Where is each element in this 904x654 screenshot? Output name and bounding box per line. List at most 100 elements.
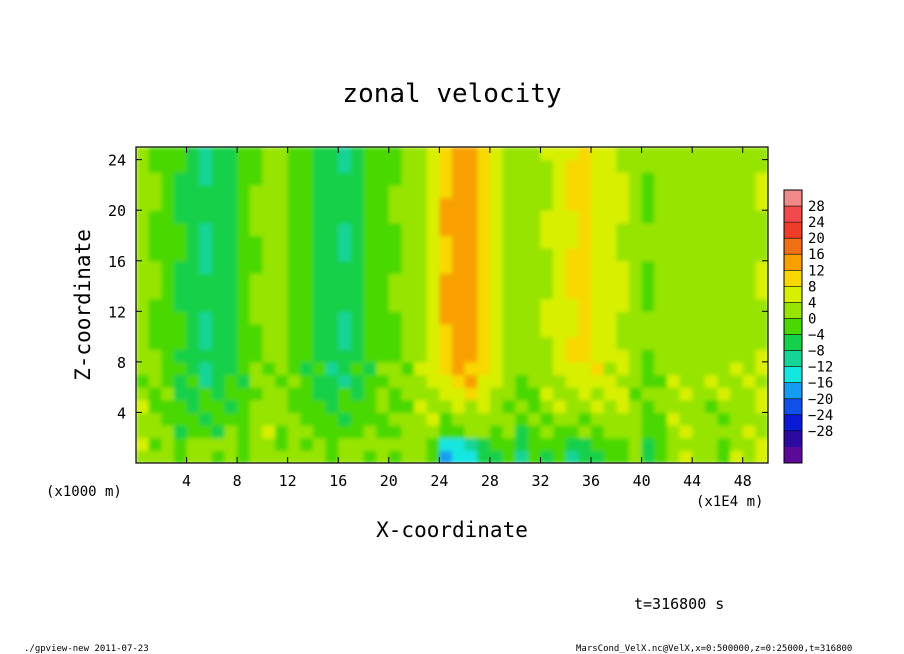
field-cell [173, 374, 188, 388]
field-cell [477, 147, 491, 161]
field-cell [527, 235, 542, 249]
field-cell [654, 437, 668, 451]
field-cell [553, 197, 567, 211]
field-cell [464, 387, 478, 401]
field-cell [401, 210, 415, 224]
field-cell [414, 349, 428, 363]
field-cell [136, 323, 150, 338]
field-cell [452, 336, 466, 350]
field-cell [603, 336, 617, 350]
field-cell [717, 222, 731, 237]
field-cell [376, 450, 390, 463]
field-cell [540, 412, 554, 426]
field-cell [717, 311, 731, 325]
field-cell [742, 311, 756, 325]
field-cell [237, 298, 251, 312]
field-cell [275, 323, 289, 338]
field-cell [654, 349, 668, 363]
field-cell [136, 412, 150, 426]
field-cell [692, 159, 706, 173]
field-cell [666, 349, 681, 363]
field-cell [742, 172, 756, 186]
field-cell [616, 210, 630, 224]
field-cell [628, 412, 643, 426]
field-cell [452, 260, 466, 274]
field-cell [489, 349, 504, 363]
field-cell [489, 248, 504, 262]
field-cell [591, 412, 605, 426]
field-cell [161, 235, 175, 249]
field-cell [704, 159, 719, 173]
field-cell [262, 412, 276, 426]
field-cell [641, 374, 655, 388]
colorbar-swatch [784, 446, 802, 464]
field-cell [730, 425, 744, 439]
field-cell [287, 361, 301, 376]
field-cell [376, 298, 390, 312]
field-cell [312, 273, 327, 287]
field-cell [338, 248, 352, 262]
field-cell [527, 197, 542, 211]
field-cell [161, 273, 175, 287]
field-cell [654, 336, 668, 350]
colorbar-label: −20 [808, 392, 833, 408]
field-cell [502, 248, 516, 262]
field-cell [161, 374, 175, 388]
field-cell [262, 399, 276, 414]
field-cell [186, 349, 200, 363]
field-cell [666, 248, 681, 262]
field-cell [540, 298, 554, 312]
field-cell [237, 210, 251, 224]
field-cell [287, 286, 301, 300]
field-cell [641, 399, 655, 414]
field-cell [527, 412, 542, 426]
field-cell [565, 387, 579, 401]
field-cell [148, 273, 162, 287]
field-cell [350, 298, 365, 312]
field-cell [186, 412, 200, 426]
field-cell [452, 286, 466, 300]
field-cell [388, 184, 403, 199]
field-cell [211, 286, 226, 300]
field-cell [452, 361, 466, 376]
field-cell [186, 323, 200, 338]
field-cell [502, 412, 516, 426]
field-cell [262, 222, 276, 237]
field-cell [350, 361, 365, 376]
field-cell [312, 248, 327, 262]
field-cell [363, 450, 377, 463]
field-cell [578, 437, 592, 451]
field-cell [654, 399, 668, 414]
field-cell [426, 197, 440, 211]
field-cell [414, 323, 428, 338]
field-cell [578, 184, 592, 199]
field-cell [755, 349, 768, 363]
field-cell [148, 399, 162, 414]
field-cell [287, 412, 301, 426]
field-cell [730, 323, 744, 338]
field-cell [477, 412, 491, 426]
field-cell [199, 286, 213, 300]
field-cell [439, 349, 453, 363]
field-cell [363, 172, 377, 186]
field-cell [148, 311, 162, 325]
y-tick-label: 4 [117, 404, 126, 422]
field-cell [338, 210, 352, 224]
field-cell [591, 147, 605, 161]
field-cell [237, 248, 251, 262]
field-cell [452, 311, 466, 325]
field-cell [262, 159, 276, 173]
field-cell [237, 184, 251, 199]
field-cell [199, 260, 213, 274]
field-cell [173, 361, 188, 376]
field-cell [515, 336, 529, 350]
field-cell [730, 311, 744, 325]
footer-program: ./gpview-new 2011-07-23 [24, 644, 149, 654]
field-cell [578, 361, 592, 376]
field-cell [237, 197, 251, 211]
x-tick-label: 4 [182, 472, 191, 490]
field-cell [755, 361, 768, 376]
field-cell [692, 450, 706, 463]
field-cell [161, 425, 175, 439]
field-cell [654, 235, 668, 249]
